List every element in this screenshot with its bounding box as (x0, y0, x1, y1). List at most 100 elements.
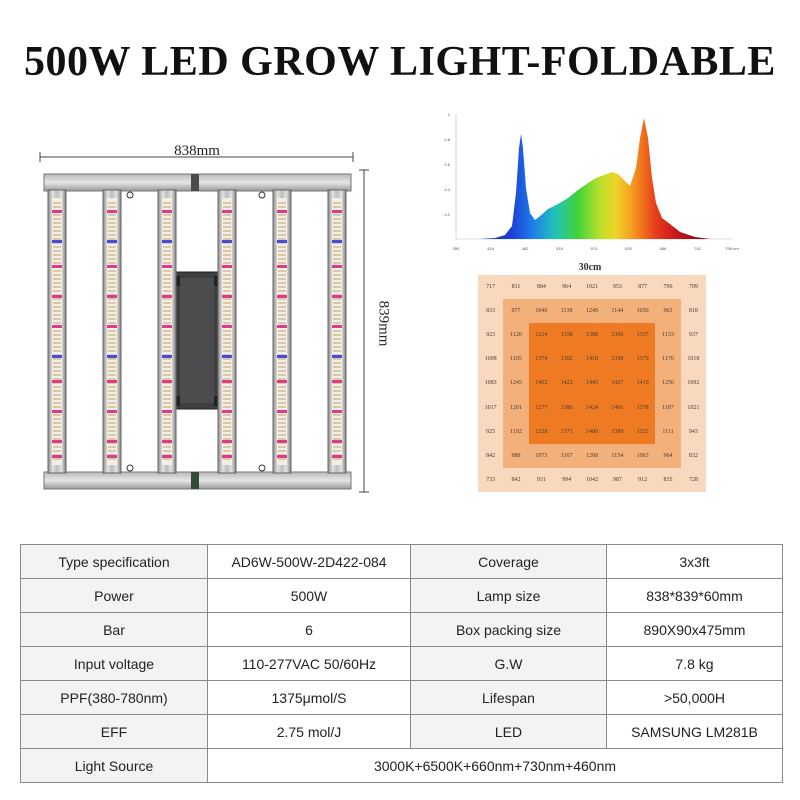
ppfd-cell: 832 (680, 443, 706, 468)
spec-value: 3000K+6500K+660nm+730nm+460nm (207, 748, 783, 783)
light-bar (217, 189, 237, 474)
spec-value: 110-277VAC 50/60Hz (207, 646, 411, 681)
ppfd-cell: 1410 (630, 371, 656, 396)
spec-value: SAMSUNG LM281B (606, 714, 783, 749)
spectrum-curve (456, 118, 732, 239)
ppfd-cell: 943 (680, 419, 706, 444)
ppfd-cell: 994 (554, 467, 580, 492)
ppfd-cell: 953 (604, 275, 630, 300)
ppfd-cell: 1401 (604, 395, 630, 420)
ppfd-cell: 1268 (579, 443, 605, 468)
ppfd-cell: 733 (478, 467, 504, 492)
ppfd-cell: 1358 (554, 323, 580, 348)
ppfd-cell: 842 (478, 443, 504, 468)
light-bar (272, 189, 292, 474)
ppfd-cell: 1328 (528, 419, 554, 444)
spectrum-x-tick: 462 (522, 246, 529, 251)
ppfd-cell: 1056 (630, 299, 656, 324)
ppfd-cell: 1018 (680, 347, 706, 372)
ppfd-cell: 923 (478, 323, 504, 348)
ppfd-cell: 1176 (655, 347, 681, 372)
ppfd-cell: 1092 (680, 371, 706, 396)
ppfd-cell: 987 (604, 467, 630, 492)
ppfd-cell: 1400 (579, 419, 605, 444)
spectrum-y-tick: 0.4 (444, 187, 450, 192)
ppfd-cell: 1371 (554, 419, 580, 444)
ppfd-cell: 1389 (604, 419, 630, 444)
spec-label: Input voltage (20, 646, 208, 681)
spec-label: Type specification (20, 544, 208, 579)
spectrum-x-tick: 416 (487, 246, 494, 251)
spectrum-chart: 359 416 462 518 574 630 686 742 798 nm 1 0.8 0.6 0.… (444, 112, 739, 251)
ppfd-cell: 1418 (579, 347, 605, 372)
spec-row: Light Source 3000K+6500K+660nm+730nm+460n… (20, 748, 783, 783)
ppfd-cell: 1379 (630, 347, 656, 372)
ppfd-cell: 1337 (630, 323, 656, 348)
spec-label: Bar (20, 612, 208, 647)
ppfd-cell: 1073 (528, 443, 554, 468)
spec-label: EFF (20, 714, 208, 749)
spectrum-y-tick: 1 (448, 112, 451, 117)
spec-value: 838*839*60mm (606, 578, 783, 613)
ppfd-cell: 1120 (503, 323, 529, 348)
spec-value: >50,000H (606, 680, 783, 715)
ppfd-cell: 1325 (630, 419, 656, 444)
ppfd-cell: 964 (554, 275, 580, 300)
spec-row: Bar 6 Box packing size 890X90x475mm (20, 612, 783, 647)
ppfd-cell: 1214 (528, 323, 554, 348)
ppfd-cell: 988 (503, 443, 529, 468)
ppfd-cell: 963 (655, 299, 681, 324)
spectrum-x-tick: 798 nm (725, 246, 739, 251)
ppfd-cell: 1021 (680, 395, 706, 420)
spec-value: 6 (207, 612, 411, 647)
ppfd-cell: 1201 (503, 395, 529, 420)
spectrum-y-tick: 0.2 (444, 212, 450, 217)
spec-row: PPF(380-780nm) 1375μmol/S Lifespan >50,000H (20, 680, 783, 715)
ppfd-cell: 717 (478, 275, 504, 300)
ppfd-cell: 1165 (503, 347, 529, 372)
ppfd-cell: 1424 (579, 395, 605, 420)
spec-row: Input voltage 110-277VAC 50/60Hz G.W 7.8 kg (20, 646, 783, 681)
ppfd-cell: 1374 (528, 347, 554, 372)
ppfd-cell: 1083 (478, 371, 504, 396)
ppfd-cell: 1192 (503, 419, 529, 444)
ppfd-cell: 728 (680, 467, 706, 492)
light-bar (102, 189, 122, 474)
spec-value: 500W (207, 578, 411, 613)
ppfd-cell: 1063 (630, 443, 656, 468)
ppfd-cell: 1386 (554, 395, 580, 420)
ppfd-cell: 811 (503, 275, 529, 300)
ppfd-cell: 796 (655, 275, 681, 300)
spec-value: AD6W-500W-2D422-084 (207, 544, 411, 579)
ppfd-cell: 1046 (528, 299, 554, 324)
ppfd-cell: 977 (503, 299, 529, 324)
spec-value: 2.75 mol/J (207, 714, 411, 749)
light-bar (157, 189, 177, 474)
spec-label: Box packing size (410, 612, 607, 647)
light-bar (47, 189, 67, 474)
ppfd-cell: 1245 (503, 371, 529, 396)
spec-row: EFF 2.75 mol/J LED SAMSUNG LM281B (20, 714, 783, 749)
spec-value: 7.8 kg (606, 646, 783, 681)
spec-label: Coverage (410, 544, 607, 579)
spec-row: Power 500W Lamp size 838*839*60mm (20, 578, 783, 613)
page-title: 500W LED GROW LIGHT-FOLDABLE (24, 39, 776, 85)
ppfd-cell: 1187 (655, 395, 681, 420)
spectrum-x-tick: 686 (660, 246, 667, 251)
ppfd-cell: 1398 (604, 347, 630, 372)
ppfd-cell: 842 (503, 467, 529, 492)
spec-label: Light Source (20, 748, 208, 783)
ppfd-cell: 1427 (604, 371, 630, 396)
ppfd-cell: 1277 (528, 395, 554, 420)
ppfd-cell: 1366 (604, 323, 630, 348)
ppfd-cell: 818 (680, 299, 706, 324)
ppfd-cell: 877 (630, 275, 656, 300)
light-bar (327, 189, 347, 474)
spectrum-y-tick: 0.8 (444, 137, 450, 142)
spectrum-y-tick: 0.6 (444, 162, 450, 167)
spec-label: LED (410, 714, 607, 749)
ppfd-cell: 1017 (478, 395, 504, 420)
ppfd-cell: 964 (655, 443, 681, 468)
spec-label: G.W (410, 646, 607, 681)
ppfd-cell: 1111 (655, 419, 681, 444)
